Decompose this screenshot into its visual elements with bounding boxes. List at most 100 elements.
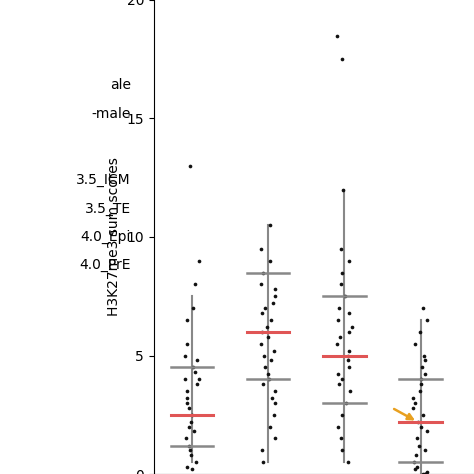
Point <box>346 347 353 355</box>
Point <box>271 399 279 407</box>
Text: 4.0_PrE: 4.0_PrE <box>79 258 131 273</box>
Point <box>262 364 269 371</box>
Point <box>345 364 352 371</box>
Point <box>339 186 346 193</box>
Point <box>264 323 271 331</box>
Point <box>342 399 350 407</box>
Point <box>183 340 191 347</box>
Text: 4.0_Epi: 4.0_Epi <box>80 230 131 244</box>
Point <box>410 394 417 402</box>
Point <box>187 451 195 459</box>
Point <box>334 371 342 378</box>
Point <box>414 463 421 471</box>
Point <box>411 399 419 407</box>
Point <box>272 292 279 300</box>
Point <box>266 423 273 430</box>
Point <box>410 458 418 466</box>
Point <box>416 442 423 449</box>
Point <box>269 300 277 307</box>
Point <box>266 221 273 229</box>
Point <box>261 304 269 312</box>
Point <box>422 470 430 474</box>
Point <box>195 375 203 383</box>
Point <box>264 371 272 378</box>
Point <box>195 257 202 264</box>
Point <box>341 292 349 300</box>
Point <box>271 285 279 293</box>
Point <box>419 470 427 474</box>
Point <box>419 411 427 419</box>
Point <box>190 304 197 312</box>
Point <box>410 404 417 411</box>
Point <box>182 352 189 359</box>
Point <box>344 356 352 364</box>
Point <box>258 328 266 336</box>
Point <box>181 375 188 383</box>
Point <box>337 435 345 442</box>
Point <box>266 257 273 264</box>
Point <box>416 387 423 395</box>
Point <box>345 328 352 336</box>
Point <box>333 340 341 347</box>
Point <box>194 356 201 364</box>
Point <box>423 428 431 435</box>
Point <box>258 447 265 454</box>
Point <box>338 447 346 454</box>
Point <box>421 470 429 474</box>
Text: -male: -male <box>91 107 131 121</box>
Point <box>344 458 352 466</box>
Point <box>186 447 193 454</box>
Point <box>420 352 428 359</box>
Point <box>335 380 342 388</box>
Point <box>191 281 199 288</box>
Point <box>338 375 346 383</box>
Point <box>411 465 419 473</box>
Text: 3.5_ICM: 3.5_ICM <box>76 173 131 187</box>
Point <box>346 387 354 395</box>
Point <box>271 435 278 442</box>
Point <box>423 316 430 324</box>
Point <box>423 468 431 474</box>
Point <box>183 463 191 471</box>
Point <box>338 411 346 419</box>
Point <box>270 411 278 419</box>
Point <box>272 387 279 395</box>
Point <box>187 418 195 426</box>
Point <box>190 428 197 435</box>
Point <box>265 375 273 383</box>
Point <box>183 399 191 407</box>
Point <box>260 458 267 466</box>
Point <box>182 435 190 442</box>
Point <box>185 423 192 430</box>
Point <box>267 316 275 324</box>
Text: 3.5_TE: 3.5_TE <box>84 201 131 216</box>
Point <box>186 162 194 170</box>
Point <box>257 245 265 253</box>
Point <box>185 442 192 449</box>
Point <box>348 323 356 331</box>
Point <box>419 304 427 312</box>
Point <box>258 309 266 317</box>
Point <box>417 375 424 383</box>
Point <box>183 316 191 324</box>
Point <box>336 333 344 340</box>
Point <box>184 387 191 395</box>
Point <box>346 257 353 264</box>
Point <box>421 470 429 474</box>
Point <box>259 380 267 388</box>
Point <box>267 356 274 364</box>
Point <box>338 55 346 63</box>
Point <box>261 352 268 359</box>
Point <box>417 380 425 388</box>
Point <box>418 364 425 371</box>
Point <box>421 356 428 364</box>
Point <box>334 316 342 324</box>
Point <box>337 281 345 288</box>
Point <box>264 333 272 340</box>
Point <box>413 451 420 459</box>
Point <box>416 328 424 336</box>
Point <box>337 245 345 253</box>
Point <box>414 418 421 426</box>
Point <box>421 371 428 378</box>
Point <box>259 269 267 276</box>
